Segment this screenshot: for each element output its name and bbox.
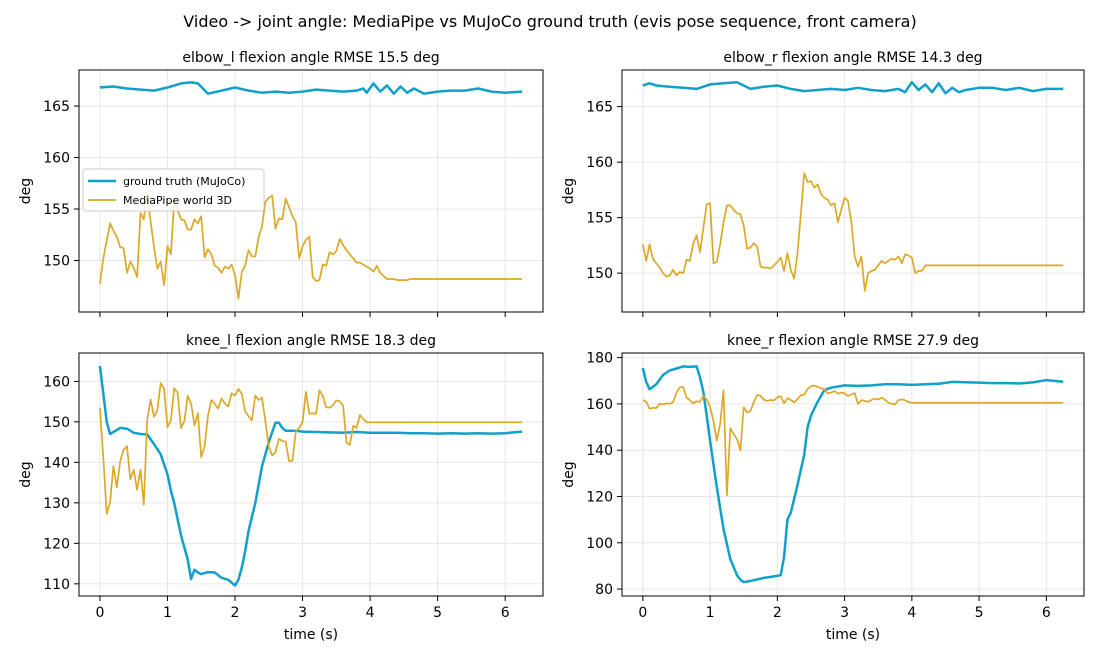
- plot-area-knee-r: [622, 353, 1084, 596]
- figure-suptitle: Video -> joint angle: MediaPipe vs MuJoC…: [183, 12, 916, 31]
- y-tick-label-knee-r-80: 80: [595, 582, 613, 598]
- y-axis-label-knee-l: deg: [18, 461, 34, 487]
- x-tick-label-knee-r-4: 4: [907, 605, 916, 621]
- y-tick-label-knee-l-150: 150: [43, 415, 70, 431]
- y-tick-label-knee-r-120: 120: [586, 489, 613, 505]
- series-line-mediapipe-elbow-l: [99, 191, 523, 300]
- axes-frame-knee-l: [78, 352, 544, 597]
- axes-frame-elbow-l: [78, 69, 544, 313]
- x-tick-label-knee-r-6: 6: [1042, 605, 1051, 621]
- x-tick-label-knee-l-5: 5: [433, 605, 442, 621]
- y-tick-label-knee-r-160: 160: [586, 397, 613, 413]
- axes-frame-elbow-r: [621, 69, 1085, 313]
- y-tick-label-elbow-l-150: 150: [43, 254, 70, 270]
- y-tick-label-elbow-l-165: 165: [43, 99, 70, 115]
- y-tick-label-elbow-l-155: 155: [43, 202, 70, 218]
- series-line-ground-truth-knee-r: [641, 365, 1064, 584]
- x-tick-label-knee-r-2: 2: [773, 605, 782, 621]
- axes-frame-knee-r: [621, 352, 1085, 597]
- panel-knee-l: 0 1 2 3 4 5 6 110 120 130 140 150 160 knee_l flexion …: [18, 333, 544, 643]
- plot-area-knee-l: [79, 353, 543, 596]
- series-line-ground-truth-knee-l: [98, 365, 523, 587]
- y-tick-label-elbow-r-155: 155: [586, 211, 613, 227]
- series-line-mediapipe-knee-l: [99, 382, 523, 515]
- x-tick-label-knee-l-6: 6: [501, 605, 510, 621]
- series-line-ground-truth-elbow-l: [99, 81, 523, 95]
- legend-label-ground-truth: ground truth (MuJoCo): [123, 175, 245, 188]
- x-axis-label-knee-l: time (s): [284, 627, 338, 643]
- panel-knee-r: 0 1 2 3 4 5 6 80 100 120 140 160 180 knee_r flexion a…: [561, 333, 1085, 643]
- plot-area-elbow-r: [622, 70, 1084, 312]
- panel-title-knee-l: knee_l flexion angle RMSE 18.3 deg: [186, 333, 436, 349]
- y-tick-label-knee-r-100: 100: [586, 536, 613, 552]
- y-tick-label-elbow-r-150: 150: [586, 266, 613, 282]
- y-axis-label-knee-r: deg: [561, 461, 577, 487]
- x-tick-label-knee-l-1: 1: [163, 605, 172, 621]
- panel-title-knee-r: knee_r flexion angle RMSE 27.9 deg: [727, 333, 979, 349]
- panel-title-elbow-r: elbow_r flexion angle RMSE 14.3 deg: [723, 50, 982, 66]
- series-line-mediapipe-elbow-r: [641, 172, 1064, 292]
- legend-label-mediapipe: MediaPipe world 3D: [123, 194, 232, 207]
- y-axis-label-elbow-l: deg: [18, 178, 34, 204]
- series-line-ground-truth-elbow-r: [642, 80, 1064, 95]
- legend-box: [82, 168, 265, 212]
- x-tick-label-knee-l-3: 3: [298, 605, 307, 621]
- y-axis-label-elbow-r: deg: [561, 178, 577, 204]
- x-tick-label-knee-r-3: 3: [840, 605, 849, 621]
- y-tick-label-knee-l-120: 120: [43, 536, 70, 552]
- y-tick-label-knee-r-180: 180: [586, 351, 613, 367]
- y-tick-label-knee-l-110: 110: [43, 577, 70, 593]
- legend: ground truth (MuJoCo) MediaPipe world 3D: [82, 168, 265, 212]
- y-tick-label-elbow-r-160: 160: [586, 155, 613, 171]
- y-tick-label-knee-r-140: 140: [586, 443, 613, 459]
- y-tick-label-knee-l-160: 160: [43, 374, 70, 390]
- y-tick-label-knee-l-140: 140: [43, 455, 70, 471]
- y-tick-label-elbow-r-165: 165: [586, 100, 613, 116]
- x-tick-label-knee-r-5: 5: [975, 605, 984, 621]
- x-tick-label-knee-l-0: 0: [95, 605, 104, 621]
- x-tick-label-knee-r-0: 0: [638, 605, 647, 621]
- x-tick-label-knee-r-1: 1: [706, 605, 715, 621]
- panel-elbow-l: 150 155 160 165 elbow_l flexion angle RMSE 1…: [18, 50, 544, 317]
- y-tick-label-knee-l-130: 130: [43, 496, 70, 512]
- panel-title-elbow-l: elbow_l flexion angle RMSE 15.5 deg: [182, 50, 439, 66]
- x-tick-label-knee-l-4: 4: [366, 605, 375, 621]
- x-tick-label-knee-l-2: 2: [231, 605, 240, 621]
- panel-elbow-r: 150 155 160 165 elbow_r flexion angle RMSE 1…: [561, 50, 1085, 317]
- series-line-mediapipe-knee-r: [642, 384, 1064, 497]
- x-axis-label-knee-r: time (s): [826, 627, 880, 643]
- y-tick-label-elbow-l-160: 160: [43, 151, 70, 167]
